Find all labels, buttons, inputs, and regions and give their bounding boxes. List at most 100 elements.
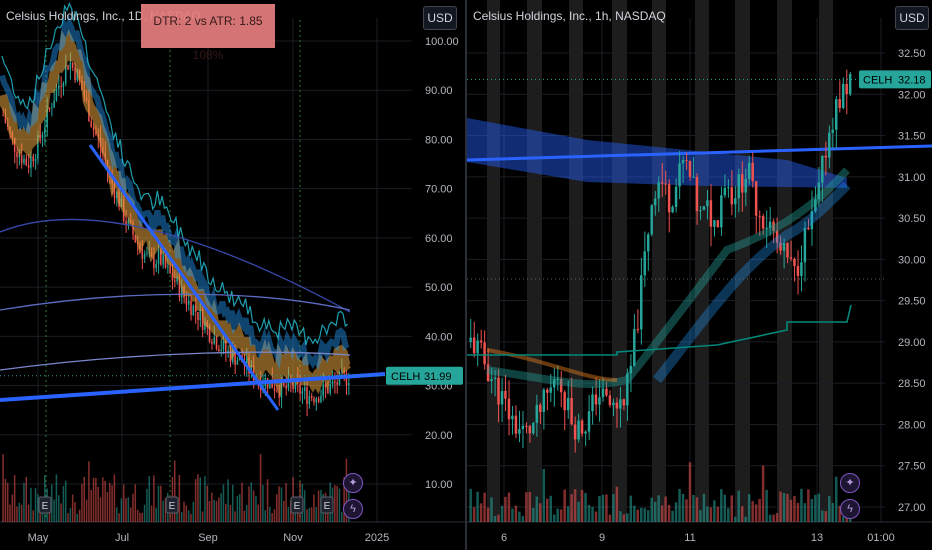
volume-bar	[148, 476, 150, 522]
candle-body	[775, 230, 779, 243]
left-chart-pane[interactable]: 100.00 90.00 80.00 70.00 60.00 50.00 40.00 30.0…	[0, 0, 465, 550]
y-tick-label: 30.50	[898, 213, 926, 225]
volume-bar	[222, 484, 225, 522]
volume-bar	[252, 490, 255, 522]
volume-bar	[608, 514, 612, 522]
candle-body	[584, 431, 587, 434]
volume-bar	[162, 500, 164, 522]
candle-body	[685, 159, 688, 162]
earnings-marker-label: E	[294, 501, 301, 512]
candle-body	[709, 200, 713, 227]
left-currency-button[interactable]: USD	[423, 6, 457, 30]
lightning-icon[interactable]: ϟ	[840, 499, 860, 519]
volume-bar	[241, 482, 243, 522]
volume-bar	[236, 495, 239, 522]
volume-bar	[744, 516, 747, 522]
volume-bar	[150, 505, 153, 522]
candle-body	[650, 205, 653, 235]
ma-line-cyan	[1, 1, 349, 346]
volume-bar	[786, 494, 789, 522]
volume-bar	[55, 474, 58, 522]
candle-body	[64, 65, 67, 84]
candle-body	[848, 74, 852, 95]
candle-body	[236, 360, 239, 365]
volume-bar	[4, 478, 7, 522]
y-tick-label: 28.00	[898, 419, 926, 431]
candle-body	[283, 380, 285, 386]
volume-bar	[183, 501, 185, 522]
price-label-value: 31.99	[424, 371, 452, 383]
candle-body	[796, 266, 800, 276]
y-tick-label: 90.00	[425, 85, 453, 97]
candle-body	[577, 420, 580, 440]
x-tick-label: Jul	[115, 532, 129, 544]
volume-bar	[143, 504, 146, 522]
volume-bar	[296, 505, 299, 522]
volume-bar	[308, 508, 311, 522]
candle-body	[46, 107, 48, 128]
candle-body	[334, 381, 336, 383]
volume-bar	[173, 460, 176, 522]
candle-body	[500, 390, 504, 405]
volume-bar	[810, 499, 814, 522]
volume-bar	[257, 504, 260, 522]
right-currency-button[interactable]: USD	[895, 6, 929, 30]
candle-body	[125, 220, 127, 226]
candle-body	[303, 387, 306, 392]
volume-bar	[2, 454, 4, 522]
right-chart-svg[interactable]: 32.50 32.00 31.50 31.00 30.50 30.00 29.50 29.00…	[467, 0, 932, 550]
candle-body	[141, 249, 144, 259]
candle-body	[197, 312, 199, 321]
volume-bar	[78, 509, 81, 522]
volume-bar	[779, 491, 782, 522]
candle-body	[180, 286, 183, 298]
candle-body	[734, 198, 737, 205]
candle-body	[681, 159, 685, 164]
left-chart-svg[interactable]: 100.0090.0080.0070.0060.0050.0040.0030.0…	[0, 0, 465, 550]
candle-body	[713, 220, 716, 227]
candle-body	[824, 155, 828, 158]
lightning-icon[interactable]: ϟ	[343, 499, 363, 519]
volume-bar	[497, 514, 500, 522]
volume-bar	[761, 465, 765, 522]
session-band	[695, 0, 709, 522]
candle-body	[636, 329, 640, 331]
candle-body	[779, 242, 782, 251]
pane-divider[interactable]	[465, 0, 467, 550]
y-tick-label: 27.00	[898, 502, 926, 514]
x-tick-label: 13	[811, 532, 823, 544]
sparkle-icon[interactable]: ✦	[343, 473, 363, 493]
sparkle-icon[interactable]: ✦	[840, 473, 860, 493]
right-chart-pane[interactable]: 32.50 32.00 31.50 31.00 30.50 30.00 29.50 29.00…	[467, 0, 932, 550]
candle-body	[164, 255, 167, 268]
volume-bar	[720, 489, 723, 522]
candle-body	[90, 121, 92, 128]
volume-bar	[566, 506, 570, 522]
volume-bar	[521, 515, 525, 522]
candle-body	[229, 350, 232, 362]
volume-bar	[255, 496, 257, 522]
candle-body	[201, 309, 204, 330]
volume-bar	[594, 511, 598, 522]
candle-body	[190, 300, 192, 315]
candle-body	[646, 234, 650, 252]
candle-body	[162, 255, 164, 265]
candle-body	[315, 398, 318, 403]
candle-body	[213, 337, 215, 344]
volume-bar	[692, 495, 695, 522]
candle-body	[299, 383, 301, 394]
candle-body	[194, 305, 197, 313]
candle-body	[13, 137, 16, 152]
candle-body	[758, 215, 761, 217]
candle-body	[601, 388, 605, 398]
candle-body	[754, 181, 758, 216]
candle-body	[173, 280, 176, 282]
x-tick-label: 9	[599, 532, 605, 544]
volume-bar	[69, 508, 72, 522]
volume-bar	[681, 493, 685, 522]
candle-body	[667, 184, 671, 213]
candle-body	[472, 337, 476, 354]
candle-body	[37, 134, 39, 159]
candle-body	[563, 392, 566, 411]
volume-bar	[768, 514, 772, 522]
